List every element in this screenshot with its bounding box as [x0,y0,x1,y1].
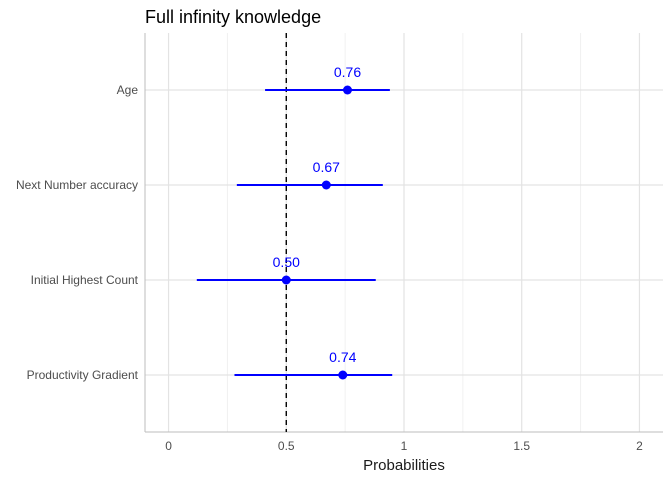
grid [145,33,663,432]
data-point [281,275,291,285]
y-tick-label: Productivity Gradient [27,368,139,382]
x-axis: 0 0.5 1 1.5 2 [145,431,663,453]
y-tick-label: Age [117,83,139,97]
data-point [321,180,331,190]
x-tick-label: 1.5 [513,439,530,453]
data-point [342,85,352,95]
y-axis: Age Next Number accuracy Initial Highest C… [16,33,146,432]
data-label: 0.76 [334,64,361,80]
data-label: 0.74 [329,349,356,365]
data-point [338,370,348,380]
data-label: 0.67 [313,159,340,175]
x-tick-label: 0.5 [278,439,295,453]
chart-title: Full infinity knowledge [145,7,321,27]
x-axis-title: Probabilities [363,457,445,474]
x-tick-label: 1 [401,439,408,453]
y-tick-label: Next Number accuracy [16,178,138,192]
data-label: 0.50 [273,254,300,270]
y-tick-label: Initial Highest Count [31,273,139,287]
x-tick-label: 0 [165,439,172,453]
x-tick-label: 2 [636,439,643,453]
data-marks: 0.76 0.67 0.50 0.74 [196,64,393,380]
